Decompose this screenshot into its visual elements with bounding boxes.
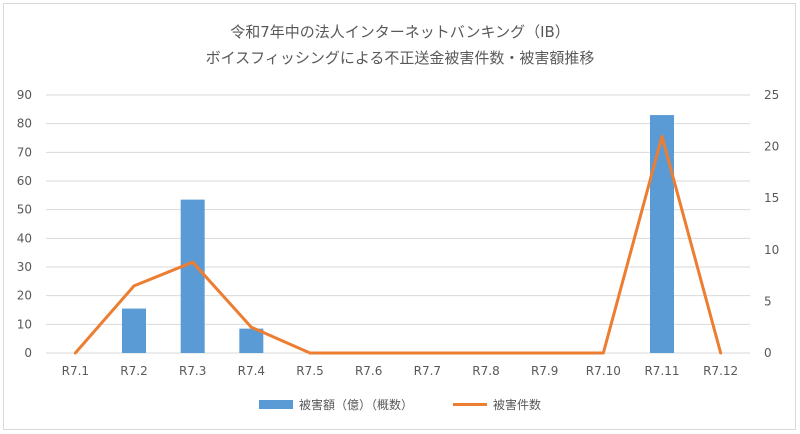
y-right-tick-label: 10 xyxy=(764,243,779,257)
y-left-tick-label: 30 xyxy=(17,260,32,274)
x-tick-label: R7.8 xyxy=(472,364,499,378)
x-tick-label: R7.5 xyxy=(296,364,323,378)
legend-item-line: 被害件数 xyxy=(453,396,541,413)
legend-swatch-line xyxy=(453,403,487,406)
y-left-tick-label: 80 xyxy=(17,117,32,131)
y-left-tick-label: 90 xyxy=(17,88,32,102)
y-right-tick-label: 0 xyxy=(764,346,772,360)
x-tick-label: R7.10 xyxy=(586,364,621,378)
y-right-tick-label: 20 xyxy=(764,140,779,154)
x-tick-label: R7.11 xyxy=(644,364,679,378)
y-right-tick-label: 15 xyxy=(764,191,779,205)
y-left-tick-label: 0 xyxy=(24,346,32,360)
legend-label-line: 被害件数 xyxy=(493,398,542,412)
bar-R7.2 xyxy=(122,308,146,353)
x-tick-label: R7.6 xyxy=(355,364,382,378)
x-tick-label: R7.1 xyxy=(62,364,89,378)
bar-R7.3 xyxy=(180,199,205,353)
line-series-victims xyxy=(73,134,723,355)
chart-legend: 被害額（億）（概数） 被害件数 xyxy=(0,396,800,413)
legend-item-bar: 被害額（億）（概数） xyxy=(258,396,413,413)
bar-R7.11 xyxy=(650,115,674,353)
y-left-tick-label: 20 xyxy=(17,289,32,303)
x-tick-label: R7.12 xyxy=(703,364,738,378)
legend-swatch-bar xyxy=(258,400,293,409)
x-tick-label: R7.7 xyxy=(414,364,441,378)
y-left-tick-label: 60 xyxy=(17,174,32,188)
y-left-tick-label: 40 xyxy=(17,231,32,245)
y-left-tick-label: 10 xyxy=(17,317,32,331)
x-tick-label: R7.3 xyxy=(179,364,206,378)
x-tick-label: R7.2 xyxy=(120,364,147,378)
chart-subtitle: ボイスフィッシングによる不正送金被害件数・被害額推移 xyxy=(205,49,595,67)
y-left-tick-label: 70 xyxy=(17,145,32,159)
x-tick-label: R7.9 xyxy=(531,364,558,378)
legend-label-bar: 被害額（億）（概数） xyxy=(298,398,413,412)
y-left-tick-label: 50 xyxy=(17,203,32,217)
bar-R7.4 xyxy=(239,328,264,353)
y-right-tick-label: 25 xyxy=(764,88,779,102)
chart-title: 令和7年中の法人インターネットバンキング（IB） xyxy=(230,23,570,41)
y-right-tick-label: 5 xyxy=(764,294,772,308)
x-tick-label: R7.4 xyxy=(238,364,265,378)
